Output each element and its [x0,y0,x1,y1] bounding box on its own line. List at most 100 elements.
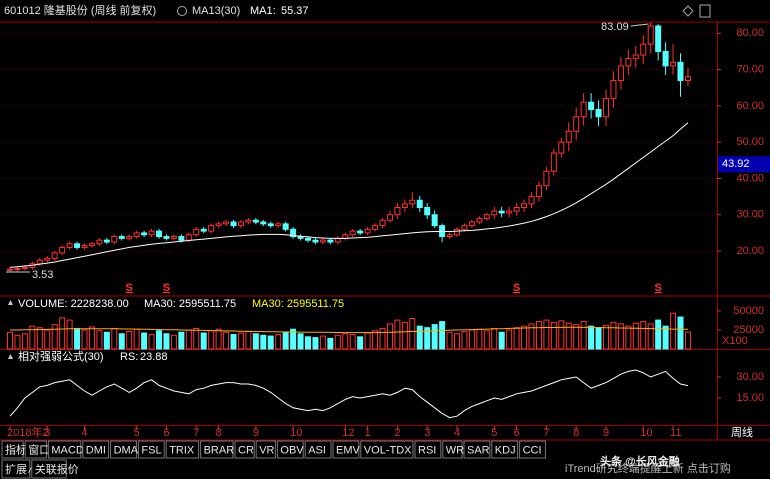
indicator-icon[interactable] [177,6,187,16]
panel-icon[interactable] [8,300,13,305]
volume-bar [424,327,431,350]
volume-bar [603,324,609,350]
candle-body [468,221,475,227]
candle-body [506,210,513,214]
candle-body [81,245,88,248]
tab[interactable] [47,440,82,459]
y-tick-label: 20.00 [736,245,764,257]
rs-name: RS: [120,351,138,363]
tab-label[interactable]: 关联报价 [35,462,79,476]
tab-label[interactable]: TRIX [169,444,195,456]
x-tick-label: 4 [454,427,460,439]
x-tick-label: 5 [491,427,497,439]
y-tick-label: 70.00 [736,63,764,75]
candle-body [670,61,677,67]
candle-body [215,223,222,227]
volume-bar [178,331,185,350]
candle-body [319,239,326,243]
candle-body [498,210,505,214]
candle-body [386,214,393,221]
candle-body [193,228,200,236]
tab-label[interactable]: BRAR [204,444,235,456]
tab-label[interactable]: 扩展∧ [5,462,38,476]
volume-bar [156,330,162,350]
volume-bar [59,317,66,350]
tab[interactable] [332,440,360,459]
x-tick-label: 3 [424,427,430,439]
tab-label[interactable]: WR [446,444,464,456]
tab-label[interactable]: 指标 [5,442,27,456]
tab-label[interactable]: VOL-TDX [364,444,412,456]
tab-label[interactable]: RSI [418,444,436,456]
tab[interactable] [491,440,519,459]
candle-body [44,257,51,261]
tab-label[interactable]: FSL [141,444,161,456]
candle-body [379,219,386,227]
tab-label[interactable]: OBV [280,444,304,456]
tab-label[interactable]: VR [259,444,274,456]
cursor-price-box [718,156,770,173]
x-tick-label: 8 [573,427,579,439]
volume-bar [111,327,118,350]
window-icon[interactable] [699,4,711,18]
tab[interactable] [414,440,442,459]
tab-label[interactable]: CR [238,444,254,456]
tab[interactable] [234,440,255,459]
notice[interactable]: iTrend研究终端提醒上新 点击订购 [565,461,731,475]
candle-body [513,207,520,212]
tab[interactable] [200,440,234,459]
volume-bar [416,325,423,350]
tab[interactable] [137,440,165,459]
candle-body [573,116,580,132]
volume-bar [364,332,371,350]
tab[interactable] [82,440,110,459]
tab-label[interactable]: EMV [336,444,361,456]
tab[interactable] [31,459,67,479]
candle-body [431,214,438,227]
candle-body [148,230,155,236]
tab-label[interactable]: DMA [114,444,139,456]
candle-body [565,130,572,143]
volume-bar [74,327,81,350]
tab-label[interactable]: MACD [51,444,83,456]
tab[interactable] [463,440,491,459]
tab[interactable] [1,440,24,459]
y-tick-label: 30.00 [736,371,764,383]
tab[interactable] [304,440,332,459]
indicator-name[interactable]: MA13(30) [192,5,240,17]
candle-body [416,199,423,209]
candle-body [394,207,401,216]
volume-bar [625,325,632,350]
tab-label[interactable]: 窗口 [28,442,50,456]
candle-body [267,223,274,227]
volume-bar [118,333,125,350]
volume-bar [230,334,237,350]
candle-body [684,76,691,81]
tab[interactable] [1,459,31,479]
y-tick-label: 50.00 [736,136,764,148]
tab[interactable] [276,440,304,459]
candle-body [141,232,148,236]
tab-label[interactable]: SAR [467,444,490,456]
panel-icon[interactable] [8,354,13,359]
tab-label[interactable]: ASI [308,444,326,456]
candle-body [491,210,498,216]
tab-label[interactable]: KDJ [495,444,516,456]
tab-label[interactable]: CCI [523,444,542,456]
tab[interactable] [360,440,414,459]
candle-body [223,221,230,225]
tab[interactable] [110,440,137,459]
window-icon[interactable] [682,5,694,17]
volume-bar [655,319,662,350]
tab-label[interactable]: DMI [86,444,106,456]
tab[interactable] [519,440,546,459]
tab[interactable] [442,440,463,459]
volume-bar [297,333,304,350]
tab[interactable] [165,440,200,459]
tab[interactable] [24,440,47,459]
volume-bar [81,329,88,350]
volume-bar [275,334,282,350]
candle-body [409,199,416,205]
tab[interactable] [255,440,276,459]
candle-body [118,236,125,239]
